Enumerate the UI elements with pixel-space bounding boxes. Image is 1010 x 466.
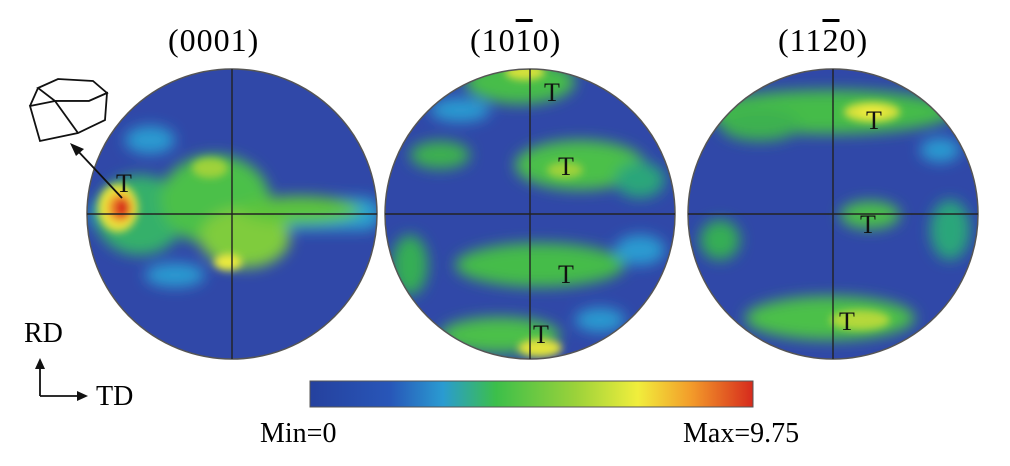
title-paren-close: ) xyxy=(247,22,260,58)
title-paren-open: ( xyxy=(168,22,180,58)
title-paren-open: ( xyxy=(778,22,790,58)
pole-figure-11-20 xyxy=(687,68,979,360)
title-index-bar: 2 xyxy=(822,22,840,58)
arrow-to-pole-icon xyxy=(70,143,123,199)
twin-marker: T xyxy=(866,106,882,135)
colorbar-max-label: Max=9.75 xyxy=(683,418,800,449)
td-label: TD xyxy=(96,381,134,412)
twin-marker: T xyxy=(544,78,560,107)
title-paren-close: ) xyxy=(549,22,562,58)
colorbar xyxy=(309,380,754,408)
pole-figure-title-10-10: (1010) xyxy=(470,22,561,59)
colorbar-min-label: Min=0 xyxy=(260,418,337,449)
title-index: 11 xyxy=(789,22,823,58)
twin-marker: T xyxy=(533,320,549,349)
pole-figure-title-0001: (0001) xyxy=(168,22,259,59)
title-index-rest: 0 xyxy=(839,22,857,58)
rd-label: RD xyxy=(24,318,63,349)
title-index: 0001 xyxy=(179,22,248,58)
title-index-bar: 1 xyxy=(515,22,533,58)
title-paren-open: ( xyxy=(470,22,482,58)
hexagonal-crystal-icon xyxy=(28,78,109,143)
rd-td-axes-icon xyxy=(35,358,88,401)
title-index-rest: 0 xyxy=(532,22,550,58)
twin-marker: T xyxy=(558,260,574,289)
pole-figure-title-11-20: (1120) xyxy=(778,22,868,59)
twin-marker: T xyxy=(116,169,132,198)
title-index: 10 xyxy=(481,22,516,58)
twin-marker: T xyxy=(558,152,574,181)
twin-marker: T xyxy=(839,307,855,336)
title-paren-close: ) xyxy=(856,22,869,58)
pole-figure-0001 xyxy=(86,68,378,360)
twin-marker: T xyxy=(860,210,876,239)
pole-figure-10-10 xyxy=(384,68,676,360)
